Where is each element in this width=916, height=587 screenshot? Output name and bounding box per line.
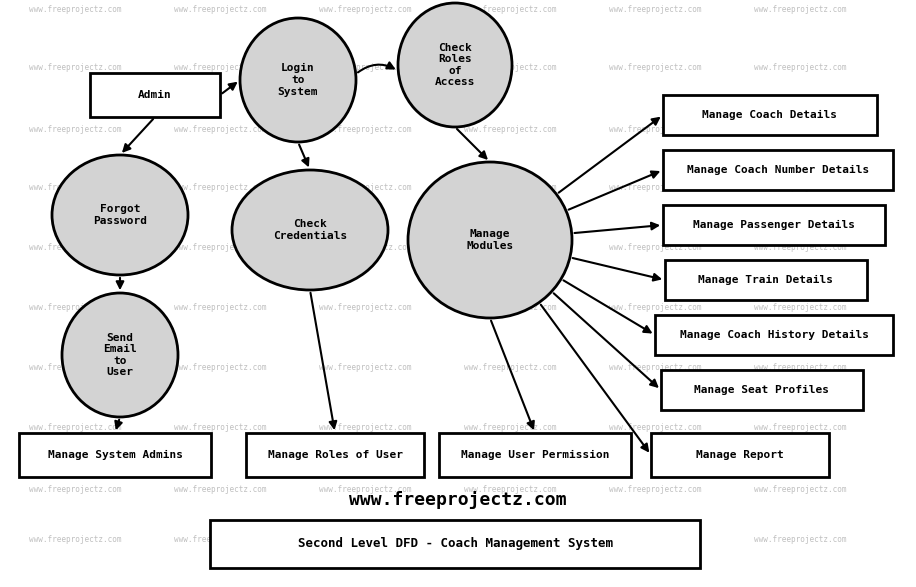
Text: www.freeprojectz.com: www.freeprojectz.com [754, 63, 846, 73]
Text: Manage
Modules: Manage Modules [466, 229, 514, 251]
Bar [19, 433, 211, 477]
Text: www.freeprojectz.com: www.freeprojectz.com [609, 423, 702, 433]
Text: Second Level DFD - Coach Management System: Second Level DFD - Coach Management Syst… [298, 538, 613, 551]
Text: www.freeprojectz.com: www.freeprojectz.com [28, 63, 121, 73]
Bar [246, 433, 424, 477]
Text: www.freeprojectz.com: www.freeprojectz.com [319, 485, 411, 494]
Text: www.freeprojectz.com: www.freeprojectz.com [754, 303, 846, 312]
Bar [665, 260, 867, 300]
Text: Manage Train Details: Manage Train Details [699, 275, 834, 285]
Text: www.freeprojectz.com: www.freeprojectz.com [463, 423, 556, 433]
Text: www.freeprojectz.com: www.freeprojectz.com [754, 244, 846, 252]
Text: www.freeprojectz.com: www.freeprojectz.com [28, 126, 121, 134]
Text: www.freeprojectz.com: www.freeprojectz.com [463, 184, 556, 193]
Text: www.freeprojectz.com: www.freeprojectz.com [174, 485, 267, 494]
Text: www.freeprojectz.com: www.freeprojectz.com [754, 126, 846, 134]
Bar [661, 370, 863, 410]
Text: www.freeprojectz.com: www.freeprojectz.com [319, 126, 411, 134]
Text: Check
Credentials: Check Credentials [273, 219, 347, 241]
Text: Send
Email
to
User: Send Email to User [104, 333, 136, 377]
Text: www.freeprojectz.com: www.freeprojectz.com [319, 303, 411, 312]
Text: Manage User Permission: Manage User Permission [461, 450, 609, 460]
Bar [663, 205, 885, 245]
Text: Manage Roles of User: Manage Roles of User [267, 450, 402, 460]
Text: www.freeprojectz.com: www.freeprojectz.com [28, 244, 121, 252]
Text: www.freeprojectz.com: www.freeprojectz.com [349, 491, 567, 509]
Text: www.freeprojectz.com: www.freeprojectz.com [463, 126, 556, 134]
Ellipse shape [398, 3, 512, 127]
Text: Manage Coach Details: Manage Coach Details [703, 110, 837, 120]
Text: www.freeprojectz.com: www.freeprojectz.com [28, 423, 121, 433]
Text: www.freeprojectz.com: www.freeprojectz.com [319, 423, 411, 433]
Text: www.freeprojectz.com: www.freeprojectz.com [28, 485, 121, 494]
Text: www.freeprojectz.com: www.freeprojectz.com [754, 535, 846, 545]
Bar [651, 433, 829, 477]
Text: www.freeprojectz.com: www.freeprojectz.com [319, 63, 411, 73]
Ellipse shape [240, 18, 356, 142]
Text: www.freeprojectz.com: www.freeprojectz.com [28, 303, 121, 312]
Text: Manage Report: Manage Report [696, 450, 784, 460]
Text: www.freeprojectz.com: www.freeprojectz.com [319, 535, 411, 545]
Text: www.freeprojectz.com: www.freeprojectz.com [174, 363, 267, 373]
Text: www.freeprojectz.com: www.freeprojectz.com [609, 126, 702, 134]
Bar [439, 433, 631, 477]
Text: www.freeprojectz.com: www.freeprojectz.com [174, 126, 267, 134]
Ellipse shape [232, 170, 388, 290]
Bar [90, 73, 220, 117]
Text: www.freeprojectz.com: www.freeprojectz.com [463, 63, 556, 73]
Text: www.freeprojectz.com: www.freeprojectz.com [28, 363, 121, 373]
Text: www.freeprojectz.com: www.freeprojectz.com [754, 423, 846, 433]
Text: www.freeprojectz.com: www.freeprojectz.com [609, 485, 702, 494]
Text: www.freeprojectz.com: www.freeprojectz.com [319, 244, 411, 252]
Ellipse shape [62, 293, 178, 417]
Text: www.freeprojectz.com: www.freeprojectz.com [174, 244, 267, 252]
Text: www.freeprojectz.com: www.freeprojectz.com [754, 5, 846, 15]
Text: Manage Seat Profiles: Manage Seat Profiles [694, 385, 830, 395]
Text: www.freeprojectz.com: www.freeprojectz.com [174, 5, 267, 15]
Text: www.freeprojectz.com: www.freeprojectz.com [754, 184, 846, 193]
Text: www.freeprojectz.com: www.freeprojectz.com [609, 303, 702, 312]
Text: Login
to
System: Login to System [278, 63, 318, 97]
Text: www.freeprojectz.com: www.freeprojectz.com [174, 423, 267, 433]
Text: www.freeprojectz.com: www.freeprojectz.com [28, 535, 121, 545]
Text: Manage System Admins: Manage System Admins [48, 450, 182, 460]
Text: www.freeprojectz.com: www.freeprojectz.com [463, 244, 556, 252]
Text: www.freeprojectz.com: www.freeprojectz.com [754, 485, 846, 494]
Text: www.freeprojectz.com: www.freeprojectz.com [609, 63, 702, 73]
Text: www.freeprojectz.com: www.freeprojectz.com [174, 535, 267, 545]
Bar [663, 150, 893, 190]
Bar [655, 315, 893, 355]
Text: www.freeprojectz.com: www.freeprojectz.com [463, 303, 556, 312]
Text: www.freeprojectz.com: www.freeprojectz.com [319, 5, 411, 15]
Ellipse shape [408, 162, 572, 318]
Text: www.freeprojectz.com: www.freeprojectz.com [463, 535, 556, 545]
Text: Manage Coach Number Details: Manage Coach Number Details [687, 165, 869, 175]
Text: www.freeprojectz.com: www.freeprojectz.com [319, 363, 411, 373]
Text: Manage Passenger Details: Manage Passenger Details [693, 220, 855, 230]
Text: www.freeprojectz.com: www.freeprojectz.com [463, 485, 556, 494]
Text: Admin: Admin [138, 90, 172, 100]
Text: www.freeprojectz.com: www.freeprojectz.com [174, 63, 267, 73]
Text: www.freeprojectz.com: www.freeprojectz.com [609, 5, 702, 15]
Text: www.freeprojectz.com: www.freeprojectz.com [174, 303, 267, 312]
Text: www.freeprojectz.com: www.freeprojectz.com [754, 363, 846, 373]
Text: www.freeprojectz.com: www.freeprojectz.com [28, 184, 121, 193]
Text: www.freeprojectz.com: www.freeprojectz.com [463, 5, 556, 15]
Text: www.freeprojectz.com: www.freeprojectz.com [609, 184, 702, 193]
Bar [210, 520, 700, 568]
Bar [663, 95, 877, 135]
Ellipse shape [52, 155, 188, 275]
Text: www.freeprojectz.com: www.freeprojectz.com [609, 535, 702, 545]
Text: www.freeprojectz.com: www.freeprojectz.com [28, 5, 121, 15]
Text: Check
Roles
of
Access: Check Roles of Access [435, 43, 475, 87]
Text: www.freeprojectz.com: www.freeprojectz.com [463, 363, 556, 373]
Text: www.freeprojectz.com: www.freeprojectz.com [609, 244, 702, 252]
Text: www.freeprojectz.com: www.freeprojectz.com [609, 363, 702, 373]
Text: Forgot
Password: Forgot Password [93, 204, 147, 226]
Text: Manage Coach History Details: Manage Coach History Details [680, 330, 868, 340]
Text: www.freeprojectz.com: www.freeprojectz.com [319, 184, 411, 193]
Text: www.freeprojectz.com: www.freeprojectz.com [174, 184, 267, 193]
